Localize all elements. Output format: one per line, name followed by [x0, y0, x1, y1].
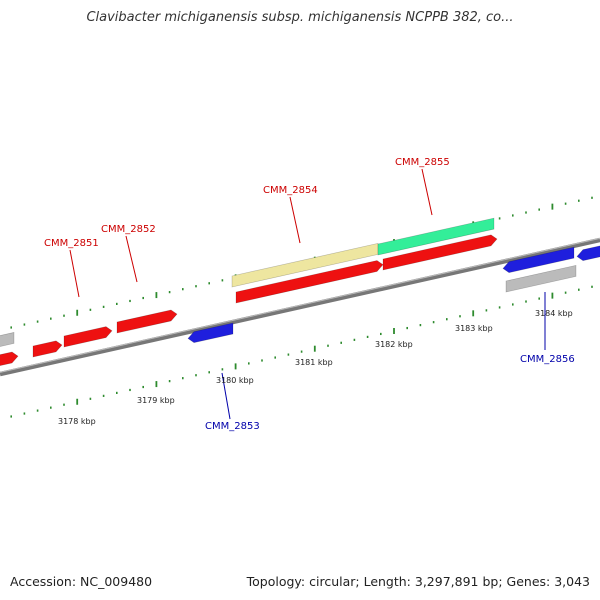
gene-labels: CMM_2851 CMM_2852 CMM_2854 CMM_2855 CMM_… [44, 157, 575, 432]
pseudo-gene-bar [505, 264, 577, 293]
gene-label-cmm-2851[interactable]: CMM_2851 [44, 238, 99, 249]
scale-labels: 3178 kbp 3179 kbp 3180 kbp 3181 kbp 3182… [58, 309, 573, 426]
label-leader-line [69, 249, 80, 298]
scale-label: 3180 kbp [216, 376, 254, 385]
scale-label: 3184 kbp [535, 309, 573, 318]
label-leaders [69, 168, 546, 420]
scale-label: 3178 kbp [58, 417, 96, 426]
genome-backbone [0, 237, 600, 377]
accession-text: Accession: NC_009480 [10, 574, 153, 589]
forward-cds-arrow [116, 309, 178, 334]
gene-label-cmm-2853[interactable]: CMM_2853 [205, 421, 260, 432]
forward-cds-arrow [382, 234, 498, 271]
label-leader-line [125, 235, 138, 283]
forward-cds-arrow [0, 351, 19, 366]
scale-tick-row [10, 285, 593, 418]
scale-label: 3179 kbp [137, 396, 175, 405]
forward-cds-arrow [235, 260, 384, 304]
scale-label: 3183 kbp [455, 324, 493, 333]
forward-cds-arrow [32, 340, 63, 358]
gene-label-cmm-2852[interactable]: CMM_2852 [101, 224, 156, 235]
forward-cds-arrow [63, 326, 113, 348]
map-title: Clavibacter michiganensis subsp. michiga… [86, 10, 514, 25]
pseudo-gene-bar [0, 332, 15, 347]
label-leader-line [221, 372, 231, 420]
gene-label-cmm-2856[interactable]: CMM_2856 [520, 354, 575, 365]
reverse-cds-arrow [502, 246, 575, 273]
feature-track [0, 217, 600, 366]
genome-backbone-highlight [0, 237, 600, 373]
scale-label: 3182 kbp [375, 340, 413, 349]
reverse-cds-arrow [576, 245, 600, 261]
genome-summary-text: Topology: circular; Length: 3,297,891 bp… [246, 574, 590, 589]
label-leader-line [421, 168, 433, 216]
teal-feature-bar [377, 217, 495, 256]
reverse-cds-arrow [187, 322, 234, 343]
gene-label-cmm-2854[interactable]: CMM_2854 [263, 185, 318, 196]
label-leader-line [289, 196, 301, 244]
gene-label-cmm-2855[interactable]: CMM_2855 [395, 157, 450, 168]
scale-label: 3181 kbp [295, 358, 333, 367]
